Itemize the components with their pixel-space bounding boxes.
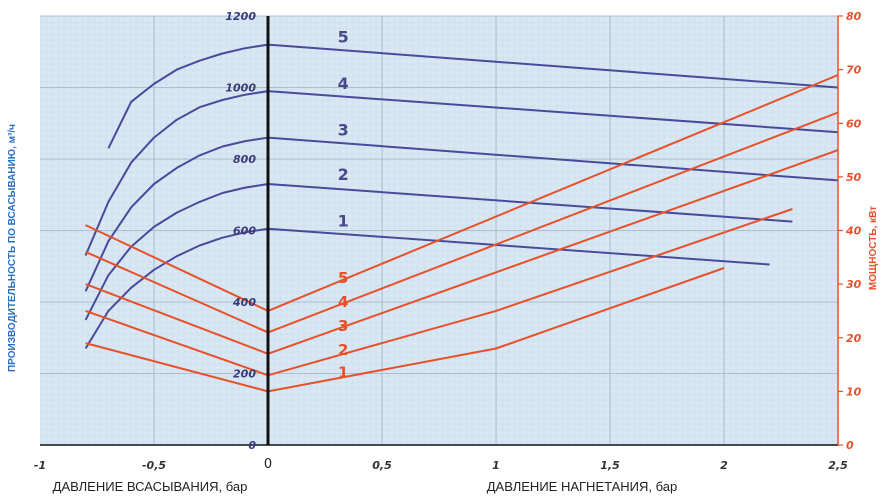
power-curve-1 [85,267,725,393]
flow-curve-5 [107,43,839,149]
power-curve-label: 3 [338,317,348,335]
y-right-tick-label: 0 [846,439,854,452]
flow-curve-label: 1 [338,212,349,231]
grid [40,15,839,445]
flow-curve-label: 4 [338,74,349,93]
y-right-tick-label: 70 [846,64,862,77]
flow-curve-1 [84,227,770,350]
power-curve-label: 4 [338,293,348,311]
y-left-tick-label: 0 [248,439,256,452]
power-curve-2 [85,208,793,377]
y-left-tick-label: 400 [232,296,256,309]
x-tick-label: 1,5 [600,459,620,472]
flow-curve-3 [84,136,839,292]
y-right-tick-label: 30 [846,278,862,291]
x-tick-label: -0,5 [142,459,166,472]
y-right-tick-label: 20 [846,332,862,345]
axes [40,15,843,446]
curve-labels: 1 2 3 4 5 1 2 3 4 5 [338,27,349,381]
x-tick-label: 2 [720,459,728,472]
y-axis-label-left: ПРОИЗВОДИТЕЛЬНОСТЬ ПО ВСАСЫВАНИЮ, м³/ч [7,124,18,372]
y-right-tick-label: 10 [846,385,862,398]
tick-labels: -1 -0,5 0 0,5 1 1,5 2 2,5 0 200 400 600 800 1000 1200 0… [34,10,862,472]
x-tick-label: -1 [34,459,46,472]
y-left-tick-label: 1000 [225,82,256,95]
y-left-tick-label: 600 [233,225,256,238]
y-left-tick-label: 1200 [225,10,256,23]
y-left-tick-label: 800 [233,153,256,166]
flow-curve-2 [84,183,793,321]
x-tick-label: 1 [492,459,500,472]
y-right-tick-label: 80 [846,10,862,23]
x-tick-label: 2,5 [828,459,848,472]
y-right-tick-label: 60 [846,117,862,130]
x-tick-label: 0,5 [372,459,392,472]
x-axis-label-suction: ДАВЛЕНИЕ ВСАСЫВАНИЯ, бар [53,479,248,494]
power-curve-label: 5 [338,269,348,287]
x-axis-label-discharge: ДАВЛЕНИЕ НАГНЕТАНИЯ, бар [487,479,678,494]
y-axis-label-right: МОЩНОСТЬ, кВт [868,206,879,290]
flow-curve-label: 5 [338,27,349,46]
power-curve-label: 2 [338,341,348,359]
y-right-tick-label: 50 [846,171,862,184]
flow-curve-label: 3 [338,120,349,139]
flow-curve-label: 2 [338,165,349,184]
flow-curve-4 [84,90,839,256]
y-left-tick-label: 200 [233,368,256,381]
x-tick-label: 0 [264,457,272,472]
power-curve-label: 1 [338,364,348,382]
y-right-tick-label: 40 [845,225,862,238]
